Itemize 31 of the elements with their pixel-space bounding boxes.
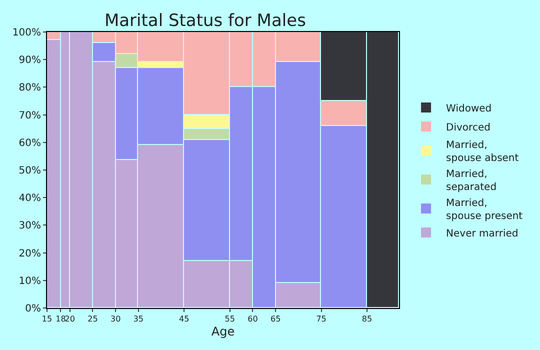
legend-label: Married, separated bbox=[446, 168, 497, 193]
y-tick-label: 10% bbox=[18, 276, 41, 287]
y-tick-label: 20% bbox=[18, 248, 41, 260]
legend-label: Widowed bbox=[446, 103, 492, 114]
x-tick-label: 30 bbox=[110, 314, 121, 324]
x-tick-label: 20 bbox=[64, 314, 75, 324]
legend-label: Never married bbox=[446, 228, 518, 240]
x-axis-title: Age bbox=[211, 324, 235, 338]
x-tick-label: 60 bbox=[248, 314, 258, 324]
y-tick-label: 100% bbox=[12, 28, 41, 38]
y-tick-label: 80% bbox=[18, 82, 41, 94]
x-tick-label: 75 bbox=[316, 314, 326, 324]
x-tick-label: 15 bbox=[42, 314, 52, 324]
legend-label: Married, spouse present bbox=[446, 198, 523, 222]
legend-label: Married, spouse absent bbox=[446, 140, 519, 164]
x-tick-label: 35 bbox=[133, 314, 144, 324]
y-tick-label: 90% bbox=[18, 55, 41, 66]
y-tick-label: 70% bbox=[18, 110, 41, 122]
x-tick-label: 25 bbox=[88, 314, 98, 324]
y-tick-label: 40% bbox=[18, 193, 41, 204]
x-tick-label: 45 bbox=[179, 314, 190, 324]
x-tick-label: 65 bbox=[270, 314, 281, 324]
x-tick-label: 55 bbox=[224, 314, 235, 324]
legend-label: Divorced bbox=[446, 122, 490, 134]
y-tick-label: 60% bbox=[18, 138, 41, 149]
x-tick-label: 85 bbox=[362, 314, 372, 324]
chart-title: Marital Status for Males bbox=[104, 10, 306, 31]
y-tick-label: 50% bbox=[18, 166, 41, 176]
y-tick-label: 30% bbox=[18, 220, 41, 232]
x-tick-label: 18 bbox=[56, 314, 66, 324]
y-tick-label: 0% bbox=[25, 304, 41, 314]
